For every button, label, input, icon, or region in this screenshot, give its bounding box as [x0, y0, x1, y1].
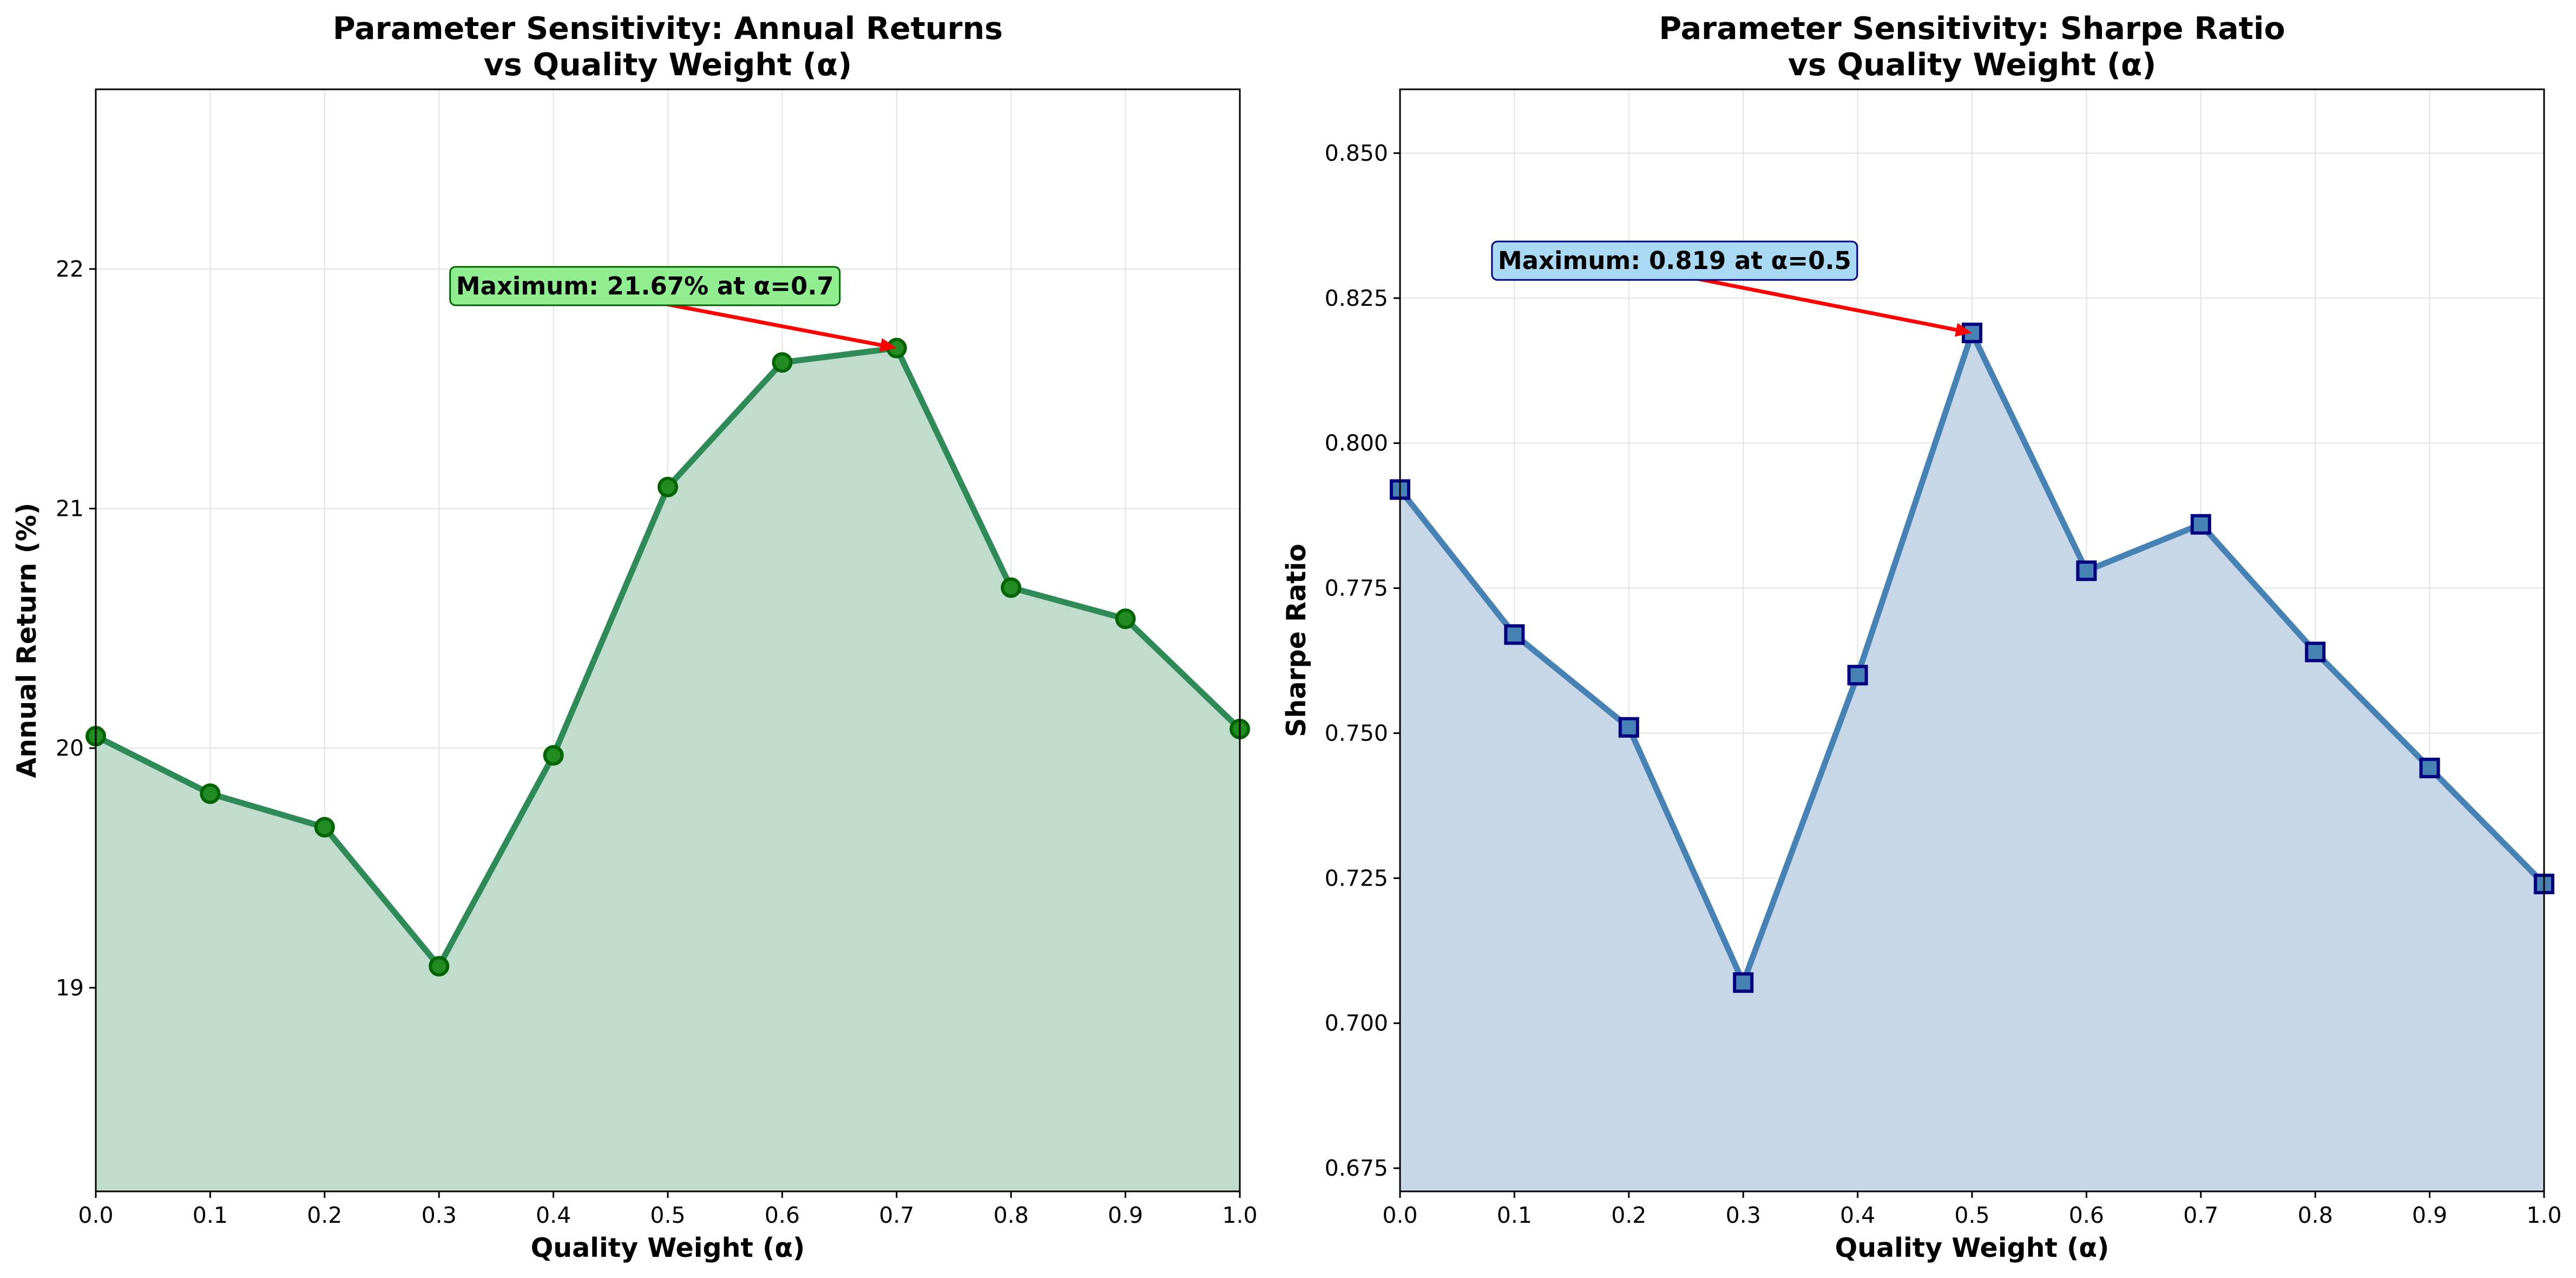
x-tick-label: 0.9 [1108, 1202, 1143, 1228]
data-point [1618, 717, 1639, 738]
chart-title-line-2: vs Quality Weight (α) [1788, 47, 2157, 83]
x-tick-label: 1.0 [2526, 1202, 2561, 1228]
y-axis-label: Annual Return (%) [11, 503, 42, 778]
chart-title-line-2: vs Quality Weight (α) [484, 47, 852, 83]
x-tick-label: 0.2 [307, 1202, 342, 1228]
x-tick-label: 0.2 [1611, 1202, 1646, 1228]
chart-title-line-1: Parameter Sensitivity: Sharpe Ratio [1659, 11, 2285, 47]
maximum-annotation: Maximum: 21.67% at α=0.7 [449, 266, 897, 352]
data-point [772, 352, 793, 373]
maximum-annotation: Maximum: 0.819 at α=0.5 [1491, 240, 1972, 337]
chart-annual-returns: Maximum: 21.67% at α=0.7 0.0 0.1 0.2 0.3 0.4… [11, 11, 1258, 1263]
x-tick-label: 0.0 [78, 1202, 113, 1228]
data-point [2190, 514, 2211, 535]
x-tick-label: 0.1 [193, 1202, 228, 1228]
x-axis-label: Quality Weight (α) [1835, 1233, 2110, 1263]
y-tick-label: 19 [56, 975, 84, 1001]
data-point [314, 817, 335, 838]
x-tick-label: 1.0 [1222, 1202, 1257, 1228]
y-tick-label: 0.775 [1325, 575, 1388, 601]
data-point [543, 745, 564, 766]
y-tick-label: 20 [56, 735, 84, 761]
data-point [2305, 641, 2326, 663]
y-tick-label: 0.800 [1325, 430, 1388, 456]
data-point [1001, 577, 1022, 598]
x-tick-label: 0.3 [1726, 1202, 1761, 1228]
area-fill [1400, 333, 2544, 1191]
y-tick-label: 22 [56, 256, 84, 282]
x-axis-label: Quality Weight (α) [531, 1233, 805, 1263]
y-tick-label: 0.825 [1325, 285, 1388, 311]
area-fill [96, 348, 1240, 1192]
data-point [200, 783, 221, 804]
data-point [429, 955, 450, 976]
data-point [1847, 665, 1868, 686]
x-tick-label: 0.8 [994, 1202, 1029, 1228]
x-tick-label: 0.8 [2298, 1202, 2333, 1228]
x-tick-label: 0.3 [422, 1202, 457, 1228]
data-point [1504, 624, 1525, 645]
x-tick-label: 0.6 [2069, 1202, 2104, 1228]
annotation-box [449, 266, 841, 306]
x-tick-label: 0.4 [536, 1202, 571, 1228]
x-tick-label: 0.1 [1497, 1202, 1532, 1228]
x-axis-ticks: 0.0 0.1 0.2 0.3 0.4 0.5 0.6 0.7 0.8 0.9 1.0 [1382, 1191, 2562, 1228]
x-tick-label: 0.4 [1840, 1202, 1875, 1228]
annotation-text: Maximum: 21.67% at α=0.7 [456, 272, 834, 300]
x-tick-label: 0.9 [2412, 1202, 2447, 1228]
data-point [1733, 972, 1754, 993]
x-tick-label: 0.7 [2183, 1202, 2218, 1228]
y-tick-label: 0.700 [1325, 1010, 1388, 1036]
y-axis-ticks: 0.675 0.700 0.725 0.750 0.775 0.800 0.825 0.850 [1325, 140, 1400, 1181]
annotation-text: Maximum: 0.819 at α=0.5 [1498, 246, 1851, 275]
y-axis-ticks: 19 20 21 22 [56, 256, 96, 1001]
data-point [658, 476, 678, 497]
y-tick-label: 0.850 [1325, 140, 1388, 166]
x-tick-label: 0.0 [1382, 1202, 1417, 1228]
annotation-arrow-head [879, 338, 897, 352]
annotation-arrow-head [1955, 323, 1972, 337]
annotation-arrow [654, 300, 881, 347]
y-tick-label: 0.725 [1325, 865, 1388, 891]
annotation-arrow [1686, 274, 1957, 332]
data-point [2419, 757, 2440, 778]
x-axis-ticks: 0.0 0.1 0.2 0.3 0.4 0.5 0.6 0.7 0.8 0.9 1.0 [78, 1191, 1258, 1228]
annotation-box [1491, 240, 1858, 281]
chart-title-line-1: Parameter Sensitivity: Annual Returns [333, 11, 1003, 47]
x-tick-label: 0.5 [1954, 1202, 1989, 1228]
chart-sharpe-ratio: Maximum: 0.819 at α=0.5 0.0 0.1 0.2 0.3 0.4 0… [1281, 11, 2562, 1263]
data-point [1115, 608, 1136, 630]
x-tick-label: 0.7 [879, 1202, 914, 1228]
x-tick-label: 0.5 [650, 1202, 685, 1228]
y-tick-label: 0.750 [1325, 720, 1388, 746]
y-axis-label: Sharpe Ratio [1281, 543, 1312, 737]
data-point [2076, 560, 2097, 581]
y-tick-label: 21 [56, 496, 84, 522]
y-tick-label: 0.675 [1325, 1155, 1388, 1181]
x-tick-label: 0.6 [765, 1202, 800, 1228]
